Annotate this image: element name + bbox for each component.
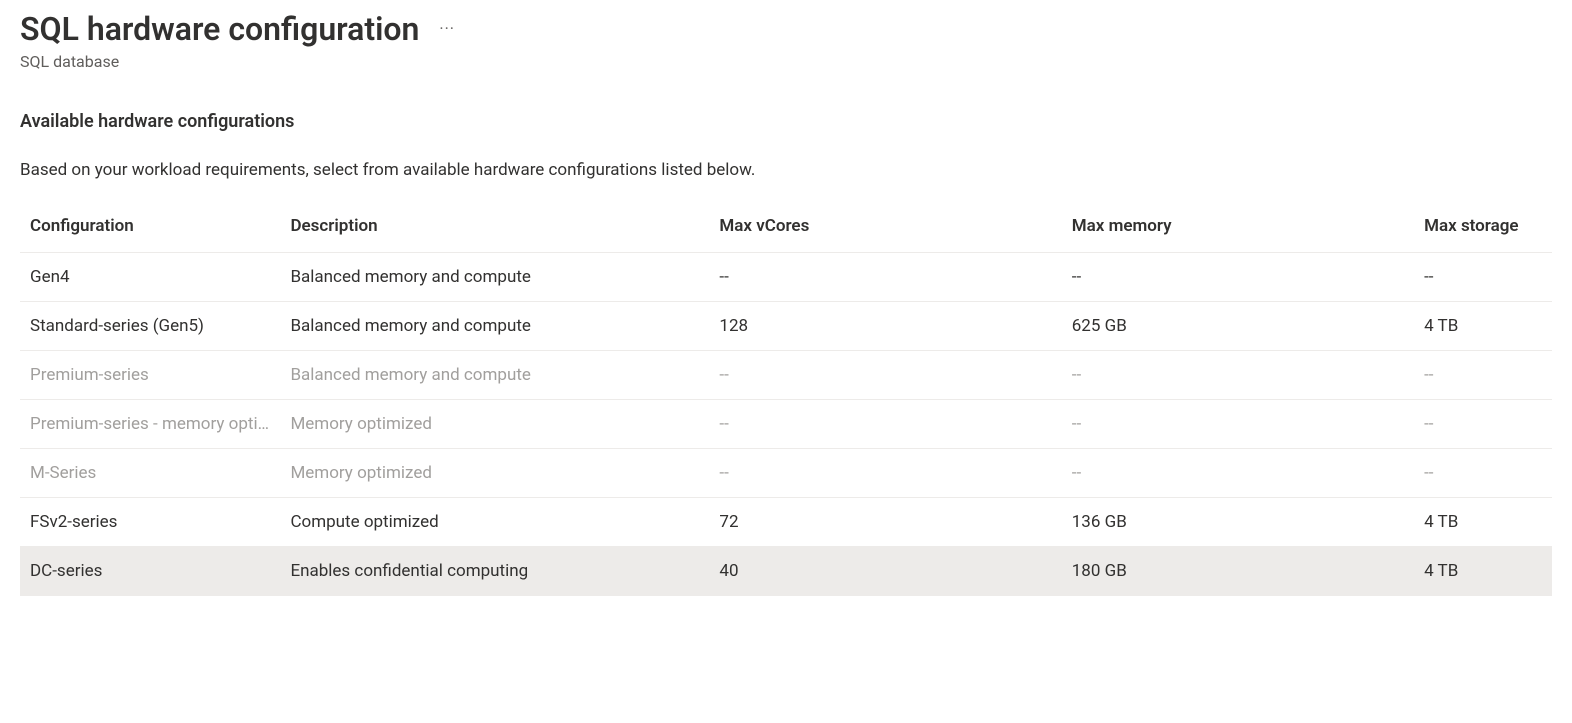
cell-configuration: Premium-series - memory optimized xyxy=(20,400,280,449)
cell-max-storage: -- xyxy=(1414,449,1552,498)
cell-max-storage: -- xyxy=(1414,253,1552,302)
cell-max-memory: 136 GB xyxy=(1062,498,1414,547)
cell-description: Memory optimized xyxy=(280,400,709,449)
cell-configuration: Premium-series xyxy=(20,351,280,400)
cell-max-vcores: 40 xyxy=(709,547,1061,596)
cell-description: Balanced memory and compute xyxy=(280,302,709,351)
cell-max-storage: 4 TB xyxy=(1414,498,1552,547)
col-header-description[interactable]: Description xyxy=(280,216,709,253)
cell-configuration: FSv2-series xyxy=(20,498,280,547)
col-header-max-storage[interactable]: Max storage xyxy=(1414,216,1552,253)
cell-max-memory: 180 GB xyxy=(1062,547,1414,596)
cell-max-vcores: 128 xyxy=(709,302,1061,351)
cell-max-storage: -- xyxy=(1414,351,1552,400)
table-row[interactable]: Premium-series - memory optimizedMemory … xyxy=(20,400,1552,449)
cell-configuration: Gen4 xyxy=(20,253,280,302)
table-row[interactable]: M-SeriesMemory optimized------ xyxy=(20,449,1552,498)
table-body: Gen4Balanced memory and compute------Sta… xyxy=(20,253,1552,596)
cell-max-vcores: -- xyxy=(709,253,1061,302)
cell-max-vcores: 72 xyxy=(709,498,1061,547)
section-title: Available hardware configurations xyxy=(20,111,1552,132)
table-row[interactable]: Gen4Balanced memory and compute------ xyxy=(20,253,1552,302)
cell-configuration: Standard-series (Gen5) xyxy=(20,302,280,351)
page-subtitle: SQL database xyxy=(20,52,1552,71)
cell-max-storage: 4 TB xyxy=(1414,302,1552,351)
cell-max-storage: -- xyxy=(1414,400,1552,449)
table-row[interactable]: FSv2-seriesCompute optimized72136 GB4 TB xyxy=(20,498,1552,547)
cell-max-memory: -- xyxy=(1062,253,1414,302)
section-description: Based on your workload requirements, sel… xyxy=(20,160,1552,180)
cell-max-memory: -- xyxy=(1062,449,1414,498)
cell-max-storage: 4 TB xyxy=(1414,547,1552,596)
cell-description: Balanced memory and compute xyxy=(280,351,709,400)
cell-max-memory: -- xyxy=(1062,351,1414,400)
col-header-max-memory[interactable]: Max memory xyxy=(1062,216,1414,253)
cell-description: Enables confidential computing xyxy=(280,547,709,596)
table-row[interactable]: Premium-seriesBalanced memory and comput… xyxy=(20,351,1552,400)
cell-max-memory: -- xyxy=(1062,400,1414,449)
cell-configuration: M-Series xyxy=(20,449,280,498)
page-title: SQL hardware configuration xyxy=(20,10,419,48)
table-header-row: Configuration Description Max vCores Max… xyxy=(20,216,1552,253)
cell-max-vcores: -- xyxy=(709,449,1061,498)
hardware-config-table: Configuration Description Max vCores Max… xyxy=(20,216,1552,596)
cell-description: Balanced memory and compute xyxy=(280,253,709,302)
table-row[interactable]: Standard-series (Gen5)Balanced memory an… xyxy=(20,302,1552,351)
col-header-configuration[interactable]: Configuration xyxy=(20,216,280,253)
table-row[interactable]: DC-seriesEnables confidential computing4… xyxy=(20,547,1552,596)
cell-description: Compute optimized xyxy=(280,498,709,547)
cell-max-vcores: -- xyxy=(709,400,1061,449)
cell-description: Memory optimized xyxy=(280,449,709,498)
cell-max-vcores: -- xyxy=(709,351,1061,400)
cell-configuration: DC-series xyxy=(20,547,280,596)
col-header-max-vcores[interactable]: Max vCores xyxy=(709,216,1061,253)
more-options-icon[interactable]: ··· xyxy=(439,19,455,40)
cell-max-memory: 625 GB xyxy=(1062,302,1414,351)
